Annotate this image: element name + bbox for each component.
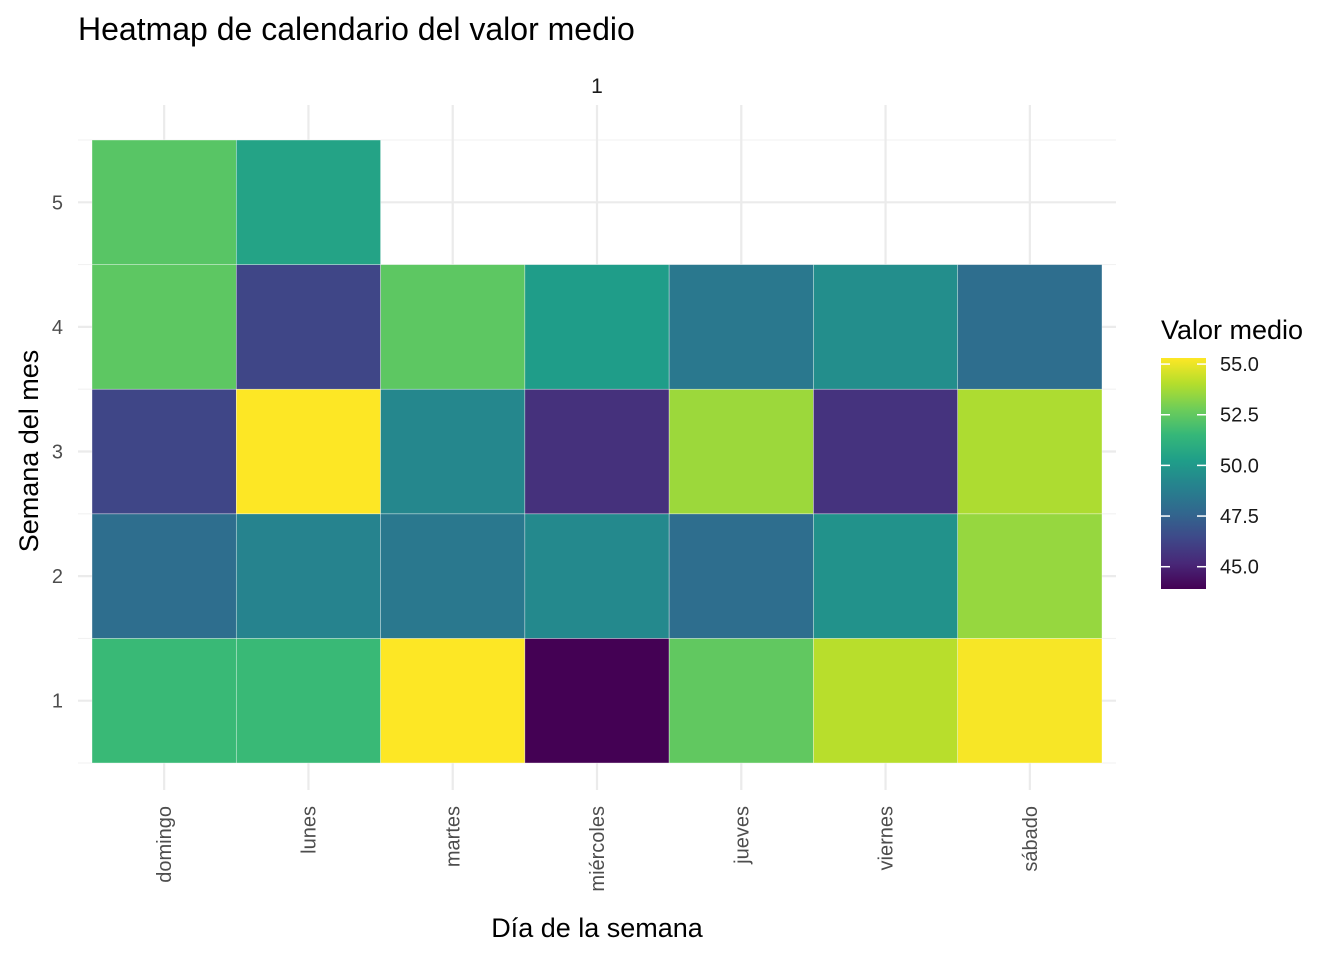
- heatmap-cell: [957, 388, 1103, 515]
- x-axis-ticks: domingo lunes martes miércoles jueves viernes…: [154, 806, 1042, 892]
- heatmap-cell: [524, 388, 670, 515]
- heatmap-cell: [235, 388, 381, 515]
- x-tick-label: viernes: [876, 806, 898, 870]
- x-tick-label: lunes: [298, 806, 320, 854]
- x-tick-label: domingo: [154, 806, 176, 883]
- heatmap-cell: [91, 638, 237, 764]
- heatmap-cell: [524, 513, 670, 639]
- heatmap-cell: [813, 513, 959, 639]
- heatmap-cell: [380, 388, 526, 515]
- heatmap-cell: [380, 513, 526, 639]
- y-tick-label: 4: [52, 317, 63, 339]
- heatmap-cell: [957, 513, 1103, 639]
- legend-title: Valor medio: [1161, 315, 1303, 345]
- heatmap-cell: [957, 638, 1103, 764]
- heatmap-cell: [91, 513, 237, 639]
- heatmap-cell: [813, 388, 959, 515]
- y-tick-label: 5: [52, 192, 63, 214]
- legend-ticks: 55.0 52.5 50.0 47.5 45.0: [1161, 354, 1259, 579]
- y-axis-ticks: 1 2 3 4 5: [52, 192, 63, 712]
- y-tick-label: 1: [52, 691, 63, 713]
- heatmap-cell: [235, 139, 381, 265]
- heatmap-cell: [668, 513, 814, 639]
- y-tick-label: 3: [52, 442, 63, 464]
- heatmap-cell: [91, 139, 237, 265]
- heatmap-cell: [380, 264, 526, 390]
- chart-title: Heatmap de calendario del valor medio: [78, 11, 635, 47]
- heatmap-cell: [235, 513, 381, 639]
- heatmap-cell: [668, 388, 814, 515]
- facet-label: 1: [591, 75, 603, 98]
- heatmap-cell: [235, 638, 381, 764]
- x-tick-label: jueves: [731, 806, 753, 865]
- heatmap-cell: [91, 264, 237, 390]
- y-axis-title: Semana del mes: [14, 350, 44, 553]
- legend-tick-label: 52.5: [1220, 405, 1259, 427]
- heatmap-cell: [957, 264, 1103, 390]
- legend-tick-label: 55.0: [1220, 354, 1259, 376]
- heatmap-cell: [380, 638, 526, 764]
- heatmap-cell: [813, 264, 959, 390]
- heatmap-tiles: [91, 139, 1103, 764]
- heatmap-cell: [813, 638, 959, 764]
- x-tick-label: martes: [443, 806, 465, 867]
- heatmap-cell: [91, 388, 237, 515]
- legend-colorbar: [1161, 358, 1206, 589]
- x-tick-label: sábado: [1020, 806, 1042, 872]
- heatmap-cell: [524, 638, 670, 764]
- legend-tick-label: 47.5: [1220, 506, 1259, 528]
- heatmap-cell: [668, 638, 814, 764]
- heatmap-cell: [524, 264, 670, 390]
- x-tick-label: miércoles: [587, 806, 609, 892]
- x-axis-title: Día de la semana: [491, 913, 704, 943]
- legend-tick-label: 50.0: [1220, 455, 1259, 477]
- heatmap-cell: [668, 264, 814, 390]
- legend-tick-label: 45.0: [1220, 557, 1259, 579]
- legend: Valor medio 55.0 52.5 50.0 47.5 45.0: [1161, 315, 1303, 589]
- y-tick-label: 2: [52, 566, 63, 588]
- heatmap-cell: [235, 264, 381, 390]
